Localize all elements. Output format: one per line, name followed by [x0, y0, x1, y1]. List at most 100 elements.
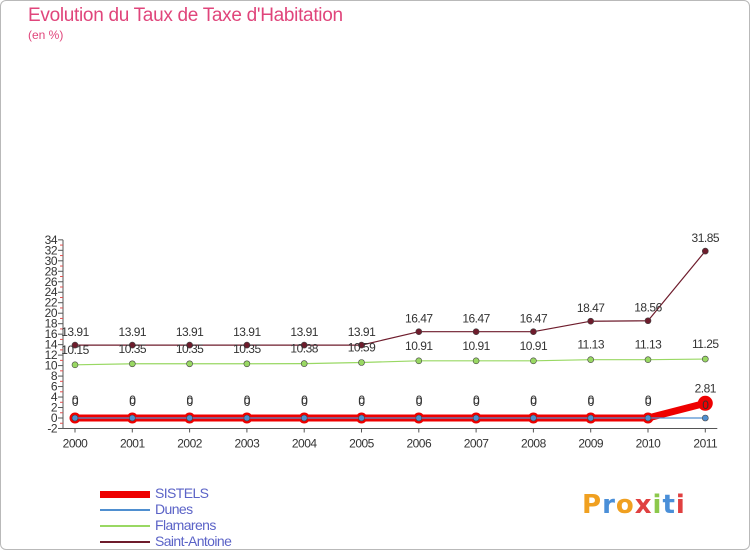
logo-letter: P: [582, 490, 603, 520]
data-label-saint-antoine: 16.47: [462, 312, 490, 326]
x-tick-label: 2008: [521, 436, 547, 450]
series-line-sistels: [71, 399, 709, 422]
series-layer: [69, 247, 713, 424]
y-tick-label: 24: [45, 285, 58, 299]
y-tick-label: 30: [45, 254, 58, 268]
data-point-saint-antoine: [186, 341, 193, 349]
data-point-dunes: [644, 414, 652, 422]
legend-label: Dunes: [155, 501, 193, 517]
data-point-saint-antoine: [701, 247, 709, 255]
data-point-saint-antoine: [644, 317, 652, 325]
legend-swatch: [100, 490, 150, 498]
data-label-sistels: 0: [129, 393, 136, 407]
data-label-saint-antoine: 13.91: [290, 325, 318, 339]
y-tick-label: 18: [45, 317, 58, 331]
data-label-flamarens: 11.13: [577, 338, 604, 352]
y-tick-label: 6: [51, 380, 58, 394]
data-label-dunes: 0: [358, 395, 365, 409]
data-label-sistels: 0: [588, 393, 595, 407]
data-point-flamarens: [300, 360, 308, 367]
data-label-saint-antoine: 16.47: [405, 312, 433, 326]
logo-letter: i: [652, 490, 663, 520]
data-label-dunes: 0: [301, 395, 308, 409]
y-tick-label: 22: [45, 296, 58, 310]
x-tick-label: 2009: [578, 436, 604, 450]
data-label-saint-antoine: 13.91: [348, 325, 376, 339]
data-label-sistels: 0: [473, 393, 480, 407]
data-label-flamarens: 10.91: [462, 339, 490, 353]
data-point-dunes: [186, 414, 193, 422]
legend-label: SISTELS: [155, 485, 209, 501]
data-label-flamarens: 10.59: [348, 341, 376, 355]
y-tick-label: 14: [45, 338, 58, 352]
x-tick-label: 2007: [464, 436, 490, 450]
data-point-flamarens: [129, 360, 136, 368]
data-label-sistels: 0: [645, 393, 652, 407]
logo-letter: t: [662, 490, 676, 520]
data-point-saint-antoine: [71, 341, 79, 349]
data-point-flamarens: [71, 361, 79, 369]
data-point-dunes: [358, 414, 365, 422]
data-label-sistels: 0: [530, 393, 537, 407]
logo-letter: x: [634, 490, 653, 520]
y-tick-label: 12: [45, 348, 58, 362]
logo-letter: i: [675, 490, 686, 520]
data-point-dunes: [472, 414, 480, 422]
x-tick-label: 2001: [120, 436, 146, 450]
y-tick-label: 8: [51, 369, 58, 383]
y-tick-label: 10: [45, 359, 58, 373]
data-label-flamarens: 10.35: [176, 342, 204, 356]
data-point-flamarens: [644, 356, 652, 363]
data-label-dunes: 0: [416, 395, 423, 409]
chart-title: Evolution du Taux de Taxe d'Habitation: [28, 5, 343, 26]
data-label-flamarens: 10.91: [520, 339, 548, 353]
legend-label: Saint-Antoine: [155, 533, 232, 549]
data-point-flamarens: [358, 359, 365, 366]
data-point-flamarens: [243, 360, 251, 368]
y-tick-label: 26: [45, 275, 58, 289]
x-tick-label: 2002: [177, 436, 203, 450]
data-point-saint-antoine: [300, 341, 308, 349]
data-label-flamarens: 10.35: [233, 342, 261, 356]
data-point-saint-antoine: [472, 328, 480, 335]
data-point-saint-antoine: [243, 341, 251, 349]
logo-letter: o: [615, 490, 635, 520]
data-label-saint-antoine: 13.91: [61, 325, 89, 339]
data-label-dunes: 0: [129, 395, 136, 409]
legend-label: Flamarens: [155, 517, 216, 533]
x-tick-label: 2010: [636, 436, 662, 450]
y-tick-label: 32: [45, 243, 58, 257]
data-label-dunes: 0: [72, 395, 79, 409]
x-tick-label: 2004: [292, 436, 318, 450]
data-label-dunes: 0: [473, 395, 480, 409]
x-tick-label: 2000: [63, 436, 89, 450]
y-tick-label: -2: [47, 421, 57, 435]
y-tick-label: 20: [45, 306, 58, 320]
data-point-dunes: [300, 414, 308, 422]
data-label-sistels: 0: [358, 393, 365, 407]
data-point-flamarens: [701, 355, 709, 363]
data-label-dunes: 0: [530, 395, 537, 409]
y-tick-label: 34: [45, 233, 58, 247]
data-point-dunes: [530, 414, 537, 422]
y-tick-label: 2: [51, 401, 58, 415]
data-label-dunes: 0: [702, 398, 709, 412]
legend-swatch: [100, 525, 150, 527]
data-label-saint-antoine: 18.47: [577, 301, 605, 315]
data-point-saint-antoine: [587, 317, 595, 325]
data-label-sistels: 0: [187, 393, 194, 407]
data-label-saint-antoine: 18.56: [634, 301, 662, 315]
legend-swatch: [100, 541, 150, 543]
data-point-dunes: [243, 414, 251, 422]
data-point-saint-antoine: [358, 341, 365, 349]
data-labels: 0 0 0 0 0 0 0 0 0 0 02.810 0 0 0 0 0 0 0 0 0 0 010.15 10.35 10.…: [61, 231, 720, 412]
data-label-saint-antoine: 13.91: [233, 325, 261, 339]
logo-letter: r: [602, 490, 616, 520]
data-point-flamarens: [587, 356, 595, 363]
data-point-saint-antoine: [530, 328, 537, 335]
legend-swatch: [100, 509, 150, 511]
data-label-dunes: 0: [588, 395, 595, 409]
